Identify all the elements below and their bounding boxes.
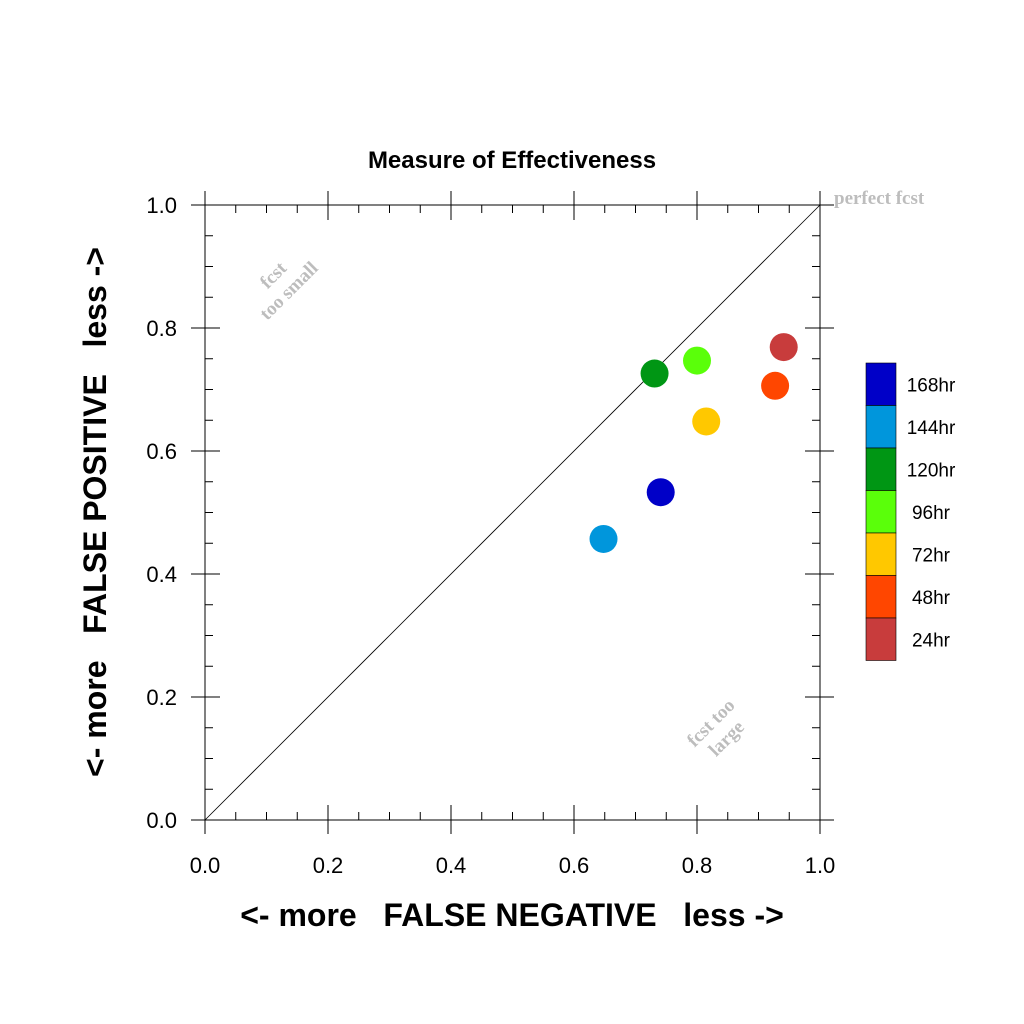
y-tick-label: 0.4 (146, 562, 177, 587)
data-point-144hr (589, 524, 618, 553)
annotation-too-small: fcst too small (256, 258, 323, 325)
legend-swatch-144hr (865, 405, 897, 449)
axis-ticks (191, 191, 834, 834)
x-tick-label: 0.0 (190, 853, 221, 878)
y-tick-label: 0.8 (146, 316, 177, 341)
perfect-forecast-diagonal (204, 204, 821, 821)
data-point-120hr (640, 359, 669, 388)
y-tick-label: 0.6 (146, 439, 177, 464)
legend-label-144hr: 144hr (907, 418, 956, 439)
data-point-72hr (692, 407, 721, 436)
legend-label-96hr: 96hr (912, 503, 951, 524)
x-tick-label: 0.6 (559, 853, 590, 878)
legend-swatch-72hr (865, 532, 897, 576)
data-point-168hr (646, 478, 675, 507)
x-tick-label: 0.8 (682, 853, 713, 878)
y-tick-labels: 0.0 0.2 0.4 0.6 0.8 1.0 (146, 193, 177, 833)
legend-label-120hr: 120hr (907, 460, 956, 481)
legend-swatch-120hr (865, 447, 897, 491)
y-tick-label: 1.0 (146, 193, 177, 218)
legend-label-72hr: 72hr (912, 545, 951, 566)
chart-title: Measure of Effectiveness (368, 147, 656, 174)
y-axis-label: <- more FALSE POSITIVE less -> (77, 247, 113, 777)
legend-swatch-48hr (865, 575, 897, 619)
x-tick-label: 0.4 (436, 853, 467, 878)
legend-swatch-96hr (865, 490, 897, 534)
legend: 168hr 144hr 120hr 96hr 72hr 48hr 24hr (865, 362, 956, 661)
data-point-48hr (761, 371, 790, 400)
annotation-perfect-forecast: perfect fcst (834, 188, 925, 209)
x-axis-label: <- more FALSE NEGATIVE less -> (240, 897, 784, 933)
x-tick-labels: 0.0 0.2 0.4 0.6 0.8 1.0 (190, 853, 836, 878)
legend-label-48hr: 48hr (912, 588, 951, 609)
legend-swatch-24hr (865, 617, 897, 661)
annotation-too-large: fcst too large (683, 695, 749, 761)
data-points (589, 333, 798, 553)
legend-label-168hr: 168hr (907, 375, 956, 396)
x-tick-label: 1.0 (805, 853, 836, 878)
x-tick-label: 0.2 (313, 853, 344, 878)
data-point-24hr (769, 333, 798, 362)
legend-swatch-168hr (865, 362, 897, 406)
y-tick-label: 0.0 (146, 808, 177, 833)
y-tick-label: 0.2 (146, 685, 177, 710)
data-point-96hr (683, 346, 711, 375)
legend-label-24hr: 24hr (912, 630, 951, 651)
